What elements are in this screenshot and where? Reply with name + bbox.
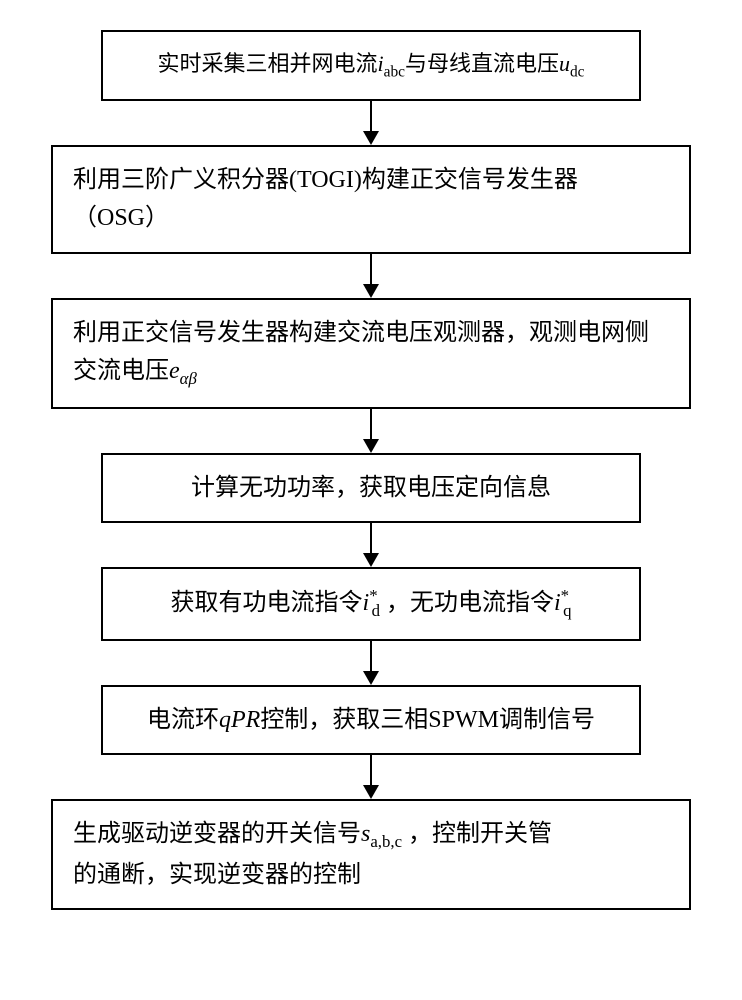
arrow-3 [363,409,379,453]
box-2-text: 利用三阶广义积分器(TOGI)构建正交信号发生器（OSG） [73,161,578,238]
flowchart-box-5: 获取有功电流指令i*d ，无功电流指令i*q [101,567,641,641]
arrow-5 [363,641,379,685]
flowchart-box-3: 利用正交信号发生器构建交流电压观测器，观测电网侧交流电压eαβ [51,298,691,409]
arrow-line [370,523,372,553]
arrow-line [370,409,372,439]
arrow-line [370,101,372,131]
arrow-4 [363,523,379,567]
flowchart-box-4: 计算无功功率，获取电压定向信息 [101,453,641,523]
arrow-head-icon [363,439,379,453]
flowchart-box-6: 电流环qPR控制，获取三相SPWM调制信号 [101,685,641,755]
flowchart-box-1: 实时采集三相并网电流iabc与母线直流电压udc [101,30,641,101]
arrow-2 [363,254,379,298]
box-7-text: 生成驱动逆变器的开关信号sa,b,c ，控制开关管的通断，实现逆变器的控制 [73,815,552,894]
arrow-6 [363,755,379,799]
arrow-head-icon [363,785,379,799]
flowchart-container: 实时采集三相并网电流iabc与母线直流电压udc 利用三阶广义积分器(TOGI)… [0,30,742,910]
box-3-text: 利用正交信号发生器构建交流电压观测器，观测电网侧交流电压eαβ [73,314,649,393]
arrow-line [370,254,372,284]
arrow-line [370,755,372,785]
arrow-head-icon [363,284,379,298]
flowchart-box-2: 利用三阶广义积分器(TOGI)构建正交信号发生器（OSG） [51,145,691,254]
flowchart-box-7: 生成驱动逆变器的开关信号sa,b,c ，控制开关管的通断，实现逆变器的控制 [51,799,691,910]
box-5-text: 获取有功电流指令i*d ，无功电流指令i*q [171,583,572,625]
arrow-head-icon [363,553,379,567]
arrow-line [370,641,372,671]
box-1-text: 实时采集三相并网电流iabc与母线直流电压udc [157,46,584,85]
arrow-head-icon [363,671,379,685]
box-6-text: 电流环qPR控制，获取三相SPWM调制信号 [147,701,595,739]
box-4-text: 计算无功功率，获取电压定向信息 [191,469,551,507]
arrow-head-icon [363,131,379,145]
arrow-1 [363,101,379,145]
